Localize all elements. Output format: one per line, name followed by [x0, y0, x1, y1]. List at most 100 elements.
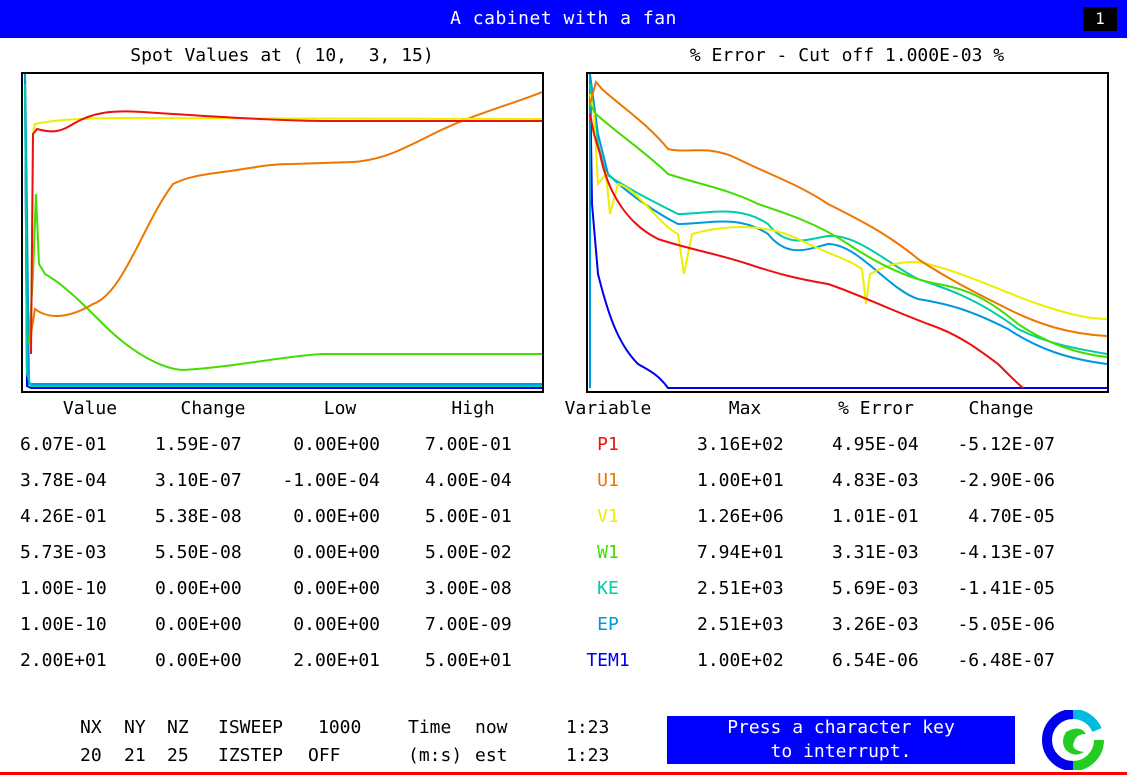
variable-name: EP: [597, 614, 619, 635]
cell-low: 2.00E+01: [293, 650, 380, 671]
cell-high: 5.00E+01: [425, 650, 512, 671]
cell-value: 3.78E-04: [20, 470, 107, 491]
cell-max: 3.16E+02: [697, 434, 784, 455]
trace-ke: [589, 83, 1107, 355]
variable-name: TEM1: [586, 650, 630, 671]
isweep-value: 1000: [318, 717, 362, 738]
header-variable: Variable: [564, 398, 652, 419]
ny-value: 21: [124, 745, 146, 766]
cell-change: 0.00E+00: [155, 614, 242, 635]
cell-error: 5.69E-03: [832, 578, 919, 599]
cell-change2: -4.13E-07: [957, 542, 1055, 563]
cell-low: 0.00E+00: [293, 506, 380, 527]
variable-name: KE: [597, 578, 619, 599]
trace-p1: [30, 110, 542, 355]
cell-high: 5.00E-01: [425, 506, 512, 527]
cell-value: 4.26E-01: [20, 506, 107, 527]
trace-ep: [589, 74, 1107, 365]
cell-change: 1.59E-07: [155, 434, 242, 455]
page-counter: 1: [1083, 7, 1117, 31]
cell-high: 7.00E-09: [425, 614, 512, 635]
cell-change: 0.00E+00: [155, 578, 242, 599]
time-units-label: (m:s): [408, 745, 463, 766]
cell-value: 1.00E-10: [20, 614, 107, 635]
spot-values-plot: [21, 72, 544, 393]
trace-v1: [30, 116, 542, 345]
cell-value: 6.07E-01: [20, 434, 107, 455]
error-chart: [589, 74, 1107, 389]
cell-value: 1.00E-10: [20, 578, 107, 599]
cell-max: 2.51E+03: [697, 614, 784, 635]
interrupt-message: Press a character key to interrupt.: [667, 716, 1015, 764]
nx-value: 20: [80, 745, 102, 766]
cell-error: 1.01E-01: [832, 506, 919, 527]
variable-name: P1: [597, 434, 619, 455]
header-change-2: Change: [968, 398, 1034, 419]
spot-values-title: Spot Values at ( 10, 3, 15): [130, 45, 434, 66]
cell-max: 2.51E+03: [697, 578, 784, 599]
est-label: est: [475, 745, 508, 766]
phoenics-logo: [1042, 710, 1104, 770]
header-high: High: [451, 398, 495, 419]
cell-error: 4.95E-04: [832, 434, 919, 455]
spot-values-chart: [24, 74, 542, 389]
trace-w1: [28, 193, 542, 372]
cell-change: 0.00E+00: [155, 650, 242, 671]
cell-high: 7.00E-01: [425, 434, 512, 455]
cell-max: 1.00E+02: [697, 650, 784, 671]
cell-max: 1.26E+06: [697, 506, 784, 527]
trace-p1: [589, 113, 1024, 389]
header-value: Value: [62, 398, 118, 419]
trace-u1: [30, 91, 542, 335]
cell-change2: -5.12E-07: [957, 434, 1055, 455]
cell-max: 1.00E+01: [697, 470, 784, 491]
cell-low: 0.00E+00: [293, 578, 380, 599]
header-max: Max: [728, 398, 762, 419]
isweep-label: ISWEEP: [218, 717, 284, 738]
cell-change2: -6.48E-07: [957, 650, 1055, 671]
izstep-label: IZSTEP: [218, 745, 284, 766]
window-title: A cabinet with a fan: [450, 8, 677, 29]
cell-change2: -5.05E-06: [957, 614, 1055, 635]
header-change: Change: [180, 398, 246, 419]
cell-error: 3.26E-03: [832, 614, 919, 635]
cell-low: 0.00E+00: [293, 434, 380, 455]
cell-value: 2.00E+01: [20, 650, 107, 671]
cell-low: 0.00E+00: [293, 542, 380, 563]
cell-high: 4.00E-04: [425, 470, 512, 491]
cell-high: 3.00E-08: [425, 578, 512, 599]
cell-value: 5.73E-03: [20, 542, 107, 563]
trace-u1: [589, 79, 1107, 337]
header-error: % Error: [838, 398, 914, 419]
nx-label: NX: [80, 717, 102, 738]
trace-tem1: [589, 74, 1107, 389]
cell-high: 5.00E-02: [425, 542, 512, 563]
nz-value: 25: [167, 745, 189, 766]
cell-error: 6.54E-06: [832, 650, 919, 671]
time-now-value: 1:23: [566, 717, 610, 738]
cell-low: -1.00E-04: [282, 470, 380, 491]
error-plot: [586, 72, 1109, 393]
title-bar: A cabinet with a fan 1: [0, 0, 1127, 38]
variable-name: W1: [597, 542, 619, 563]
variable-name: V1: [597, 506, 619, 527]
cell-change: 5.38E-08: [155, 506, 242, 527]
ny-label: NY: [124, 717, 146, 738]
cell-max: 7.94E+01: [697, 542, 784, 563]
cell-change: 3.10E-07: [155, 470, 242, 491]
cell-change2: 4.70E-05: [968, 506, 1055, 527]
interrupt-line-2: to interrupt.: [770, 741, 912, 762]
cell-error: 4.83E-03: [832, 470, 919, 491]
now-label: now: [475, 717, 508, 738]
trace-w1: [589, 103, 1107, 358]
header-low: Low: [323, 398, 357, 419]
cell-change2: -1.41E-05: [957, 578, 1055, 599]
cell-error: 3.31E-03: [832, 542, 919, 563]
trace-ke: [24, 83, 542, 387]
error-plot-title: % Error - Cut off 1.000E-03 %: [689, 45, 1005, 66]
nz-label: NZ: [167, 717, 189, 738]
interrupt-line-1: Press a character key: [727, 717, 955, 738]
izstep-value: OFF: [308, 745, 341, 766]
bottom-border: [0, 772, 1127, 775]
cell-low: 0.00E+00: [293, 614, 380, 635]
